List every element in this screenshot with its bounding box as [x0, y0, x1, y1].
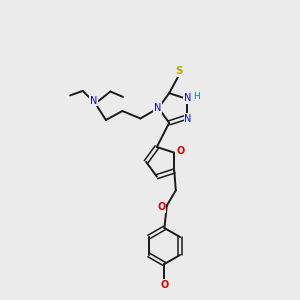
Text: O: O — [176, 146, 184, 156]
Text: O: O — [157, 202, 166, 212]
Text: O: O — [160, 280, 169, 290]
Text: N: N — [154, 103, 161, 113]
Text: N: N — [90, 95, 98, 106]
Text: N: N — [184, 114, 192, 124]
Text: H: H — [193, 92, 200, 101]
Text: N: N — [184, 93, 191, 103]
Text: S: S — [176, 66, 183, 76]
